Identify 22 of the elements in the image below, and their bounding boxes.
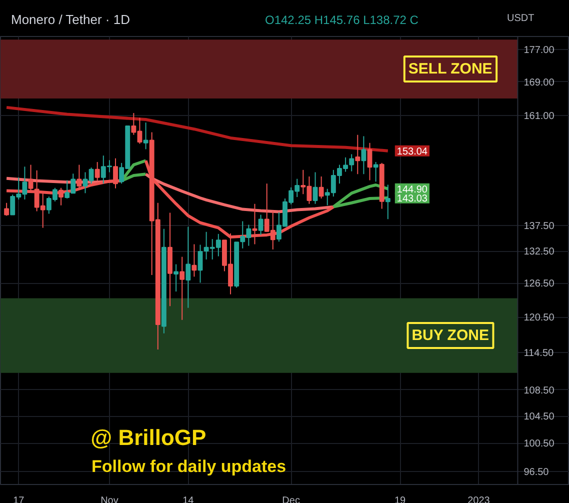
chart-title: Monero / Tether · 1D <box>11 11 130 29</box>
data-label: 143.03 <box>396 193 428 204</box>
y-tick-label: 108.50 <box>524 385 555 396</box>
y-tick-label: 132.50 <box>524 246 555 258</box>
y-tick-label: 177.00 <box>524 45 555 56</box>
band-label: SELL ZONE <box>408 60 492 78</box>
data-label: 144.90 <box>396 184 428 196</box>
y-tick-label: 169.00 <box>524 77 555 88</box>
annotation: Follow for daily updates <box>91 457 286 476</box>
y-axis-title: USDT <box>507 12 534 26</box>
y-tick-label: 137.50 <box>524 220 555 232</box>
chart-subtitle: O142.25 H145.76 L138.72 C <box>265 12 418 29</box>
y-tick-label: 120.50 <box>524 312 555 324</box>
band-label: BUY ZONE <box>412 327 489 344</box>
y-tick-label: 96.50 <box>524 466 550 478</box>
y-tick-label: 104.50 <box>524 412 555 423</box>
y-tick-label: 161.00 <box>524 111 555 122</box>
y-tick-label: 100.50 <box>524 438 555 450</box>
y-tick-label: 114.50 <box>524 348 554 360</box>
annotation: @ BrilloGP <box>90 424 206 450</box>
y-tick-label: 126.50 <box>524 278 555 290</box>
data-label: 153.04 <box>396 146 428 158</box>
